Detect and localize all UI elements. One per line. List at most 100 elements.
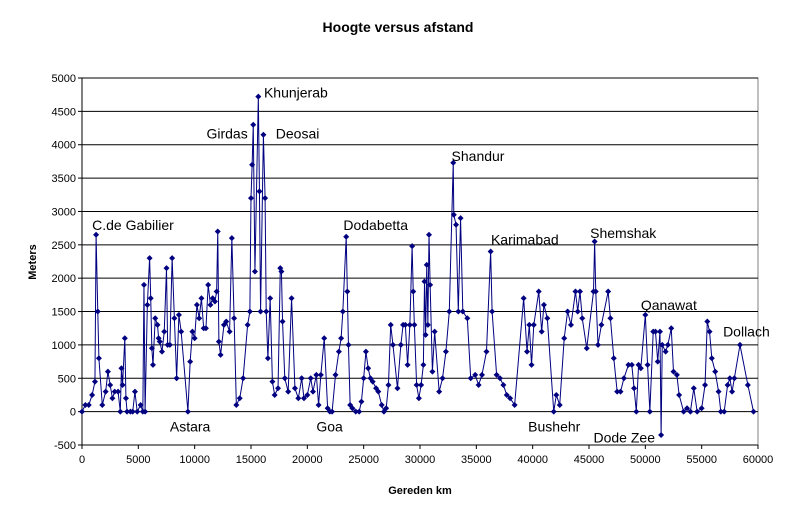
- data-point: [721, 408, 728, 415]
- data-point: [736, 341, 743, 348]
- data-point: [500, 381, 507, 388]
- data-point: [315, 401, 322, 408]
- data-point: [345, 341, 352, 348]
- data-point: [511, 401, 518, 408]
- data-point: [349, 405, 356, 412]
- data-point: [625, 361, 632, 368]
- data-point: [118, 365, 125, 372]
- data-point: [421, 278, 428, 285]
- data-point: [378, 401, 385, 408]
- data-point: [550, 408, 557, 415]
- data-point: [251, 268, 258, 275]
- data-point: [496, 375, 503, 382]
- annotation-label: Bushehr: [528, 418, 580, 434]
- y-tick-label: 2500: [52, 240, 76, 252]
- data-point: [556, 401, 563, 408]
- data-point: [187, 358, 194, 365]
- data-point: [214, 228, 221, 235]
- data-point: [161, 328, 168, 335]
- data-point: [269, 378, 276, 385]
- data-point: [715, 388, 722, 395]
- data-point: [231, 315, 238, 322]
- data-point: [189, 328, 196, 335]
- data-point: [202, 325, 209, 332]
- data-point: [614, 388, 621, 395]
- x-tick-label: 55000: [686, 454, 717, 466]
- data-point: [246, 308, 253, 315]
- data-point: [236, 395, 243, 402]
- data-point: [540, 301, 547, 308]
- data-point: [439, 375, 446, 382]
- data-point: [402, 321, 409, 328]
- data-point: [85, 401, 92, 408]
- data-point: [564, 308, 571, 315]
- data-point: [213, 288, 220, 295]
- data-point: [248, 195, 254, 202]
- data-point: [304, 391, 311, 398]
- data-point: [217, 351, 224, 358]
- annotation-label: Dollach: [723, 324, 770, 340]
- data-point: [406, 321, 413, 328]
- data-point: [633, 408, 640, 415]
- data-point: [82, 401, 89, 408]
- data-point: [453, 221, 460, 228]
- data-point: [291, 385, 298, 392]
- data-point: [193, 301, 200, 308]
- data-point: [422, 331, 429, 338]
- data-point: [694, 408, 701, 415]
- annotation-label: Deosai: [276, 125, 320, 141]
- data-point: [717, 408, 724, 415]
- data-point: [418, 381, 425, 388]
- data-point: [94, 308, 101, 315]
- data-point: [664, 341, 671, 348]
- data-point: [553, 391, 560, 398]
- data-point: [255, 93, 262, 100]
- data-point: [702, 381, 709, 388]
- data-point: [605, 288, 612, 295]
- data-point: [503, 391, 510, 398]
- data-point: [131, 388, 138, 395]
- y-tick-label: 1000: [52, 340, 76, 352]
- data-point: [567, 321, 574, 328]
- data-point: [228, 235, 235, 242]
- data-point: [561, 335, 568, 342]
- data-point: [708, 355, 715, 362]
- data-point: [656, 328, 663, 335]
- data-point: [375, 388, 382, 395]
- data-point: [309, 388, 316, 395]
- data-point: [175, 311, 182, 318]
- data-point: [279, 318, 286, 325]
- data-point: [362, 348, 369, 355]
- data-point: [358, 398, 365, 405]
- data-point: [487, 248, 494, 255]
- annotation-label: Karimabad: [491, 231, 559, 247]
- data-point: [104, 368, 111, 375]
- data-point: [654, 358, 661, 365]
- x-tick-label: 50000: [630, 454, 661, 466]
- data-point: [233, 401, 240, 408]
- y-tick-label: 500: [58, 373, 76, 385]
- data-point: [275, 385, 282, 392]
- data-point: [89, 391, 96, 398]
- data-point: [467, 375, 474, 382]
- data-point: [144, 301, 151, 308]
- data-point: [731, 375, 738, 382]
- data-point: [642, 311, 649, 318]
- data-point: [538, 328, 545, 335]
- data-point: [423, 261, 430, 268]
- data-point: [404, 361, 411, 368]
- data-point: [295, 395, 302, 402]
- data-point: [409, 243, 416, 250]
- data-point: [191, 335, 198, 342]
- data-point: [226, 328, 233, 335]
- data-point: [122, 395, 129, 402]
- data-point: [166, 341, 173, 348]
- data-point: [307, 375, 314, 382]
- x-tick-label: 60000: [743, 454, 774, 466]
- data-point: [109, 395, 116, 402]
- annotation-label: Girdas: [206, 125, 247, 141]
- annotation-label: Shemshak: [590, 225, 657, 241]
- annotation-label: C.de Gabilier: [92, 217, 174, 233]
